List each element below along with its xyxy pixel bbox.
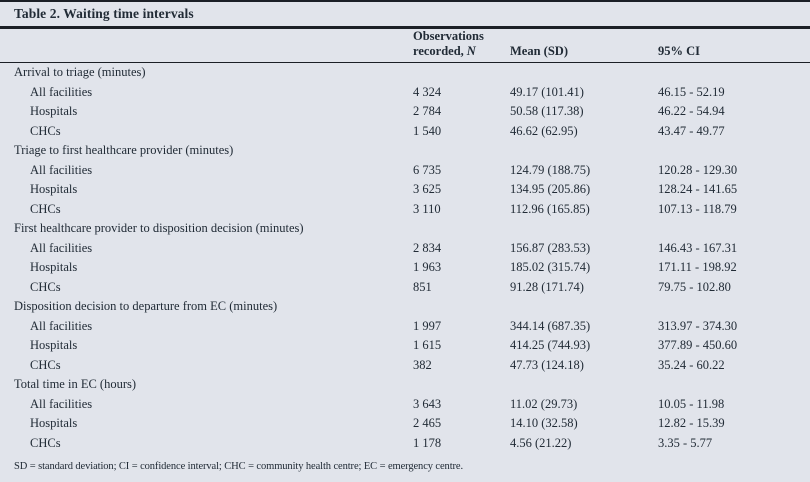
facility-label: CHCs <box>30 123 61 138</box>
mean-sd-value: 4.56 (21.22) <box>510 435 572 450</box>
mean-sd-value: 124.79 (188.75) <box>510 162 591 177</box>
table-title-row: Table 2. Waiting time intervals <box>0 2 810 29</box>
mean-sd-value: 11.02 (29.73) <box>510 396 578 411</box>
observations-value: 4 324 <box>413 84 442 99</box>
data-row: All facilities 4 324 49.17 (101.41) 46.1… <box>0 83 810 103</box>
observations-value: 3 643 <box>413 396 442 411</box>
data-row: All facilities 1 997 344.14 (687.35) 313… <box>0 317 810 337</box>
ci-value: 43.47 - 49.77 <box>658 123 725 138</box>
column-header-95-ci: 95% CI <box>658 44 701 58</box>
observations-value: 1 963 <box>413 260 442 275</box>
data-row: CHCs 851 91.28 (171.74) 79.75 - 102.80 <box>0 278 810 298</box>
ci-value: 35.24 - 60.22 <box>658 357 725 372</box>
column-header-observations: Observations recorded, N <box>413 29 510 59</box>
observations-value: 1 540 <box>413 123 442 138</box>
data-row: All facilities 6 735 124.79 (188.75) 120… <box>0 161 810 181</box>
table-body: Arrival to triage (minutes) All faciliti… <box>0 63 810 453</box>
ci-value: 46.15 - 52.19 <box>658 84 725 99</box>
ci-value: 46.22 - 54.94 <box>658 104 725 119</box>
section-header-label: Disposition decision to departure from E… <box>14 299 278 314</box>
observations-value: 3 110 <box>413 201 441 216</box>
data-row: CHCs 382 47.73 (124.18) 35.24 - 60.22 <box>0 356 810 376</box>
observations-value: 2 784 <box>413 104 442 119</box>
data-row: Hospitals 1 963 185.02 (315.74) 171.11 -… <box>0 258 810 278</box>
ci-value: 171.11 - 198.92 <box>658 260 737 275</box>
facility-label: CHCs <box>30 357 61 372</box>
observations-header-line1: Observations <box>413 29 484 43</box>
facility-label: Hospitals <box>30 260 78 275</box>
ci-value: 3.35 - 5.77 <box>658 435 713 450</box>
facility-label: All facilities <box>30 240 93 255</box>
mean-sd-value: 49.17 (101.41) <box>510 84 584 99</box>
section-header-row: Triage to first healthcare provider (min… <box>0 141 810 161</box>
facility-label: CHCs <box>30 201 61 216</box>
column-header-mean-sd: Mean (SD) <box>510 44 568 58</box>
data-row: Hospitals 2 465 14.10 (32.58) 12.82 - 15… <box>0 414 810 434</box>
mean-sd-value: 156.87 (283.53) <box>510 240 591 255</box>
facility-label: Hospitals <box>30 104 78 119</box>
facility-label: Hospitals <box>30 182 78 197</box>
column-header-row: Observations recorded, N Mean (SD) 95% CI <box>0 29 810 63</box>
ci-value: 128.24 - 141.65 <box>658 182 738 197</box>
ci-value: 12.82 - 15.39 <box>658 416 725 431</box>
mean-sd-value: 414.25 (744.93) <box>510 338 591 353</box>
data-row: CHCs 1 540 46.62 (62.95) 43.47 - 49.77 <box>0 122 810 142</box>
section-header-row: First healthcare provider to disposition… <box>0 219 810 239</box>
observations-value: 2 834 <box>413 240 442 255</box>
observations-header-n: N <box>466 44 476 58</box>
observations-header-line2: recorded, N <box>413 44 510 59</box>
table-title: Table 2. Waiting time intervals <box>14 6 194 21</box>
ci-value: 107.13 - 118.79 <box>658 201 737 216</box>
facility-label: All facilities <box>30 396 93 411</box>
section-header-label: Total time in EC (hours) <box>14 377 137 392</box>
section-header-row: Total time in EC (hours) <box>0 375 810 395</box>
mean-sd-value: 50.58 (117.38) <box>510 104 584 119</box>
mean-sd-value: 134.95 (205.86) <box>510 182 591 197</box>
mean-sd-value: 14.10 (32.58) <box>510 416 578 431</box>
mean-sd-value: 112.96 (165.85) <box>510 201 590 216</box>
section-header-label: Triage to first healthcare provider (min… <box>14 143 234 158</box>
observations-value: 382 <box>413 357 432 372</box>
mean-sd-value: 46.62 (62.95) <box>510 123 578 138</box>
data-row: Hospitals 3 625 134.95 (205.86) 128.24 -… <box>0 180 810 200</box>
ci-value: 313.97 - 374.30 <box>658 318 738 333</box>
data-row: Hospitals 1 615 414.25 (744.93) 377.89 -… <box>0 336 810 356</box>
observations-value: 3 625 <box>413 182 442 197</box>
mean-sd-value: 47.73 (124.18) <box>510 357 584 372</box>
facility-label: Hospitals <box>30 416 78 431</box>
observations-value: 1 178 <box>413 435 442 450</box>
ci-value: 377.89 - 450.60 <box>658 338 738 353</box>
observations-value: 6 735 <box>413 162 442 177</box>
data-row: CHCs 1 178 4.56 (21.22) 3.35 - 5.77 <box>0 434 810 454</box>
observations-value: 2 465 <box>413 416 442 431</box>
observations-value: 1 997 <box>413 318 442 333</box>
observations-value: 851 <box>413 279 432 294</box>
facility-label: CHCs <box>30 279 61 294</box>
mean-sd-value: 185.02 (315.74) <box>510 260 591 275</box>
data-row: CHCs 3 110 112.96 (165.85) 107.13 - 118.… <box>0 200 810 220</box>
ci-value: 146.43 - 167.31 <box>658 240 738 255</box>
facility-label: Hospitals <box>30 338 78 353</box>
section-header-label: First healthcare provider to disposition… <box>14 221 304 236</box>
facility-label: All facilities <box>30 318 93 333</box>
facility-label: All facilities <box>30 84 93 99</box>
mean-sd-value: 91.28 (171.74) <box>510 279 584 294</box>
data-row: Hospitals 2 784 50.58 (117.38) 46.22 - 5… <box>0 102 810 122</box>
observations-header-recorded: recorded, <box>413 44 464 58</box>
ci-value: 120.28 - 129.30 <box>658 162 738 177</box>
table-footnote: SD = standard deviation; CI = confidence… <box>14 461 464 472</box>
data-row: All facilities 2 834 156.87 (283.53) 146… <box>0 239 810 259</box>
mean-sd-value: 344.14 (687.35) <box>510 318 591 333</box>
section-header-row: Arrival to triage (minutes) <box>0 63 810 83</box>
section-header-label: Arrival to triage (minutes) <box>14 65 146 80</box>
data-row: All facilities 3 643 11.02 (29.73) 10.05… <box>0 395 810 415</box>
ci-value: 79.75 - 102.80 <box>658 279 731 294</box>
section-header-row: Disposition decision to departure from E… <box>0 297 810 317</box>
observations-value: 1 615 <box>413 338 442 353</box>
facility-label: All facilities <box>30 162 93 177</box>
ci-value: 10.05 - 11.98 <box>658 396 725 411</box>
facility-label: CHCs <box>30 435 61 450</box>
